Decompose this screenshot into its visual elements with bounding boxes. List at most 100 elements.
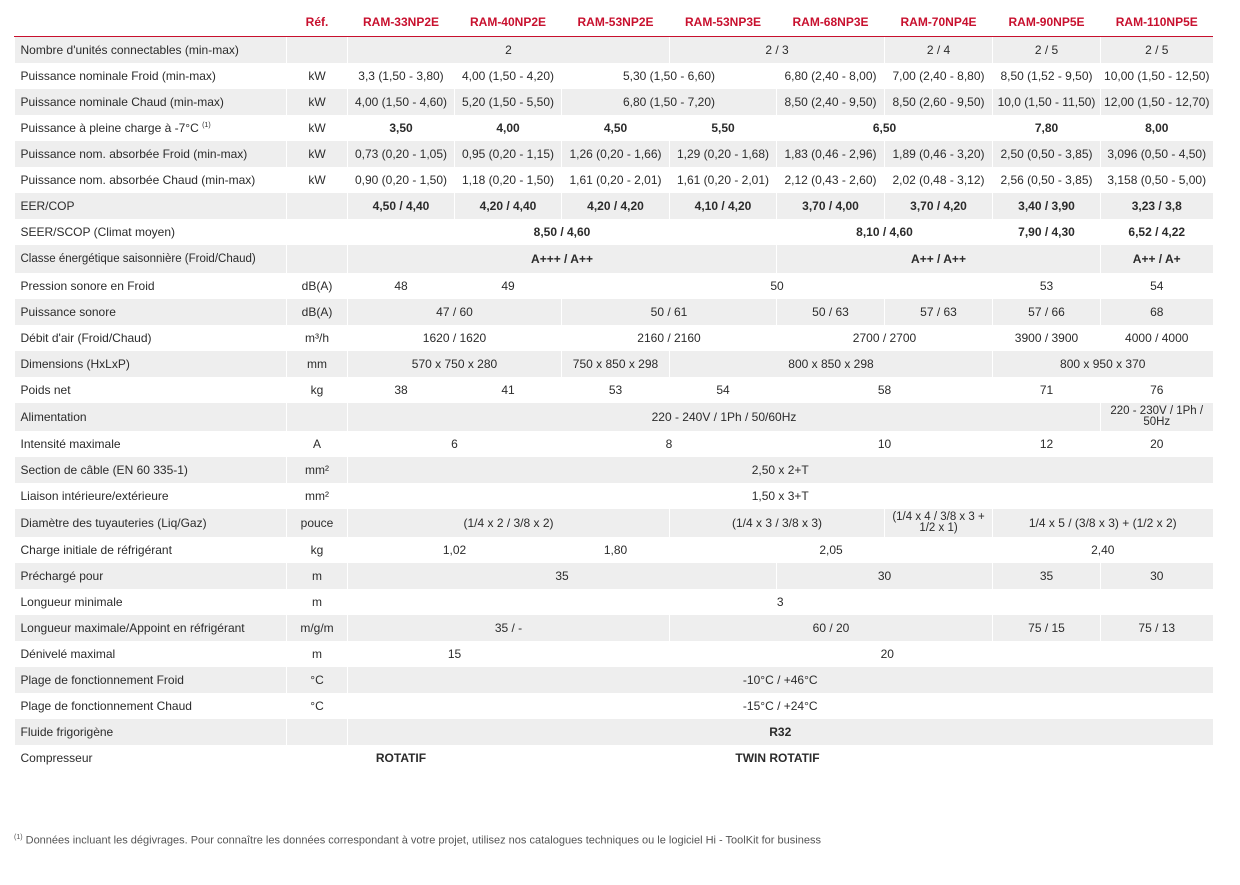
row-label-text: Intensité maximale xyxy=(20,437,121,451)
row-label-text: Puissance nominale Chaud (min-max) xyxy=(20,95,224,109)
row-label-text: Diamètre des tuyauteries (Liq/Gaz) xyxy=(20,516,207,530)
value-cell: 1/4 x 5 / (3/8 x 3) + (1/2 x 2) xyxy=(992,509,1213,537)
value-cell: 68 xyxy=(1100,299,1213,325)
footnote-ref: (1) xyxy=(202,122,211,129)
row-label: Dimensions (HxLxP) xyxy=(14,351,287,377)
row-unit xyxy=(286,219,348,245)
row-label-text: Puissance nominale Froid (min-max) xyxy=(20,69,216,83)
table-row: Débit d'air (Froid/Chaud) m³/h 1620 / 1620… xyxy=(14,325,1213,351)
value-cell xyxy=(1100,745,1213,771)
row-label: Classe énergétique saisonnière (Froid/Ch… xyxy=(14,245,287,273)
value-cell: 60 / 20 xyxy=(669,615,993,641)
value-cell: 3,096 (0,50 - 4,50) xyxy=(1100,141,1213,167)
row-unit: m xyxy=(286,563,348,589)
value-cell: 0,73 (0,20 - 1,05) xyxy=(347,141,455,167)
row-unit: kW xyxy=(286,141,348,167)
value-cell: 50 / 61 xyxy=(561,299,777,325)
value-cell: 12,00 (1,50 - 12,70) xyxy=(1100,89,1213,115)
table-header-row: Réf. RAM-33NP2E RAM-40NP2E RAM-53NP2E RA… xyxy=(14,8,1213,37)
value-cell: 76 xyxy=(1100,377,1213,403)
value-cell: 5,20 (1,50 - 5,50) xyxy=(454,89,562,115)
row-label-text: Puissance nom. absorbée Froid (min-max) xyxy=(20,147,248,161)
row-label: Intensité maximale xyxy=(14,431,287,457)
value-cell: R32 xyxy=(347,719,1213,745)
value-cell: 12 xyxy=(992,431,1101,457)
row-unit xyxy=(286,245,348,273)
table-row: Plage de fonctionnement Chaud °C -15°C / +… xyxy=(14,693,1213,719)
value-cell: 30 xyxy=(1100,563,1213,589)
value-cell: 2 xyxy=(347,36,670,63)
row-label-text: EER/COP xyxy=(20,199,75,213)
value-cell: 220 - 230V / 1Ph / 50Hz xyxy=(1100,403,1213,431)
table-row: Puissance nom. absorbée Chaud (min-max) k… xyxy=(14,167,1213,193)
row-label: Longueur minimale xyxy=(14,589,287,615)
value-cell: 7,80 xyxy=(992,115,1101,141)
row-unit: mm xyxy=(286,351,348,377)
table-row: Pression sonore en Froid dB(A) 48 49 50 53 54 xyxy=(14,273,1213,299)
value-cell: 5,30 (1,50 - 6,60) xyxy=(561,63,777,89)
value-cell: 3,50 xyxy=(347,115,455,141)
row-unit: °C xyxy=(286,693,348,719)
table-row: Préchargé pour m 35 30 35 30 xyxy=(14,563,1213,589)
value-cell: 54 xyxy=(1100,273,1213,299)
row-label-text: Section de câble (EN 60 335-1) xyxy=(20,463,188,477)
value-cell: 2 / 4 xyxy=(884,36,993,63)
row-unit: kW xyxy=(286,115,348,141)
value-cell: 20 xyxy=(1100,431,1213,457)
table-row: Compresseur ROTATIF TWIN ROTATIF xyxy=(14,745,1213,771)
row-label: Poids net xyxy=(14,377,287,403)
row-label: Puissance à pleine charge à -7°C (1) xyxy=(14,115,287,141)
row-label: EER/COP xyxy=(14,193,287,219)
value-cell: 2,50 x 2+T xyxy=(347,457,1213,483)
row-unit: kW xyxy=(286,63,348,89)
value-cell: 3,70 / 4,20 xyxy=(884,193,993,219)
footnote-marker: (1) xyxy=(14,834,23,841)
value-cell: A+++ / A++ xyxy=(347,245,777,273)
row-label: Section de câble (EN 60 335-1) xyxy=(14,457,287,483)
value-cell: 800 x 950 x 370 xyxy=(992,351,1213,377)
value-cell: 10 xyxy=(776,431,993,457)
row-unit: m³/h xyxy=(286,325,348,351)
row-label-text: Plage de fonctionnement Chaud xyxy=(20,699,192,713)
row-label-text: Nombre d'unités connectables (min-max) xyxy=(20,43,239,57)
value-cell: 38 xyxy=(347,377,455,403)
row-label-text: Alimentation xyxy=(20,410,87,424)
value-cell: 3,23 / 3,8 xyxy=(1100,193,1213,219)
value-cell: 3900 / 3900 xyxy=(992,325,1101,351)
table-row: Longueur maximale/Appoint en réfrigérant… xyxy=(14,615,1213,641)
row-label-text: Dénivelé maximal xyxy=(20,647,116,661)
value-cell: 53 xyxy=(992,273,1101,299)
table-row: Puissance nom. absorbée Froid (min-max) k… xyxy=(14,141,1213,167)
row-label-text: Puissance nom. absorbée Chaud (min-max) xyxy=(20,173,256,187)
value-cell: 1,50 x 3+T xyxy=(347,483,1213,509)
row-label-text: Classe énergétique saisonnière (Froid/Ch… xyxy=(20,252,256,265)
value-cell: TWIN ROTATIF xyxy=(454,745,1101,771)
footnote: (1) Données incluant les dégivrages. Pou… xyxy=(14,834,821,847)
value-cell: 1,80 xyxy=(561,537,670,563)
value-cell: 30 xyxy=(776,563,993,589)
value-cell: -15°C / +24°C xyxy=(347,693,1213,719)
header-model: RAM-53NP2E xyxy=(561,8,670,37)
value-cell: 7,00 (2,40 - 8,80) xyxy=(884,63,993,89)
row-label-text: Compresseur xyxy=(20,751,93,765)
value-cell: 2,56 (0,50 - 3,85) xyxy=(992,167,1101,193)
value-cell: 35 xyxy=(992,563,1101,589)
value-cell: 58 xyxy=(776,377,993,403)
header-model: RAM-70NP4E xyxy=(884,8,993,37)
table-row: Puissance sonore dB(A) 47 / 60 50 / 61 50 / … xyxy=(14,299,1213,325)
value-cell: 4,50 / 4,40 xyxy=(347,193,455,219)
value-cell: 1,89 (0,46 - 3,20) xyxy=(884,141,993,167)
row-label-text: Puissance à pleine charge à -7°C xyxy=(20,121,199,135)
row-unit: m xyxy=(286,641,348,667)
table-row: Nombre d'unités connectables (min-max) 2 2… xyxy=(14,36,1213,63)
header-model: RAM-53NP3E xyxy=(669,8,777,37)
value-cell: 1,26 (0,20 - 1,66) xyxy=(561,141,670,167)
value-cell: 3,158 (0,50 - 5,00) xyxy=(1100,167,1213,193)
row-label-text: Puissance sonore xyxy=(20,305,116,319)
value-cell: 1,61 (0,20 - 2,01) xyxy=(561,167,670,193)
value-cell: 8 xyxy=(561,431,777,457)
value-cell: 2 / 5 xyxy=(992,36,1101,63)
value-cell: 1,83 (0,46 - 2,96) xyxy=(776,141,885,167)
value-cell: 2,02 (0,48 - 3,12) xyxy=(884,167,993,193)
value-cell: 48 xyxy=(347,273,455,299)
